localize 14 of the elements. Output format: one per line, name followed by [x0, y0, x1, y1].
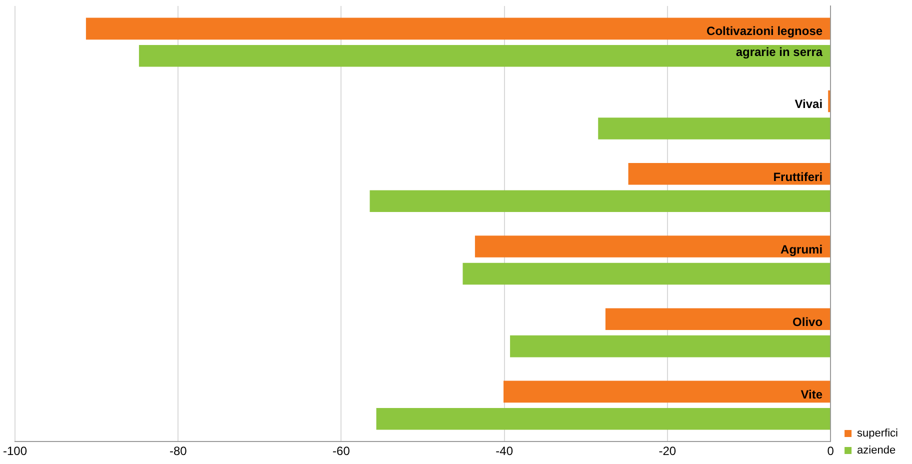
y-tick-label: Fruttiferi: [773, 170, 823, 184]
x-tick-label: -80: [169, 444, 188, 458]
x-tick-label: -20: [658, 444, 676, 458]
y-tick-label: Olivo: [792, 315, 823, 330]
legend-label: superfici: [857, 428, 898, 440]
x-tick-label: 0: [827, 444, 834, 458]
x-tick-label: -40: [496, 444, 514, 458]
legend-label: aziende: [857, 444, 896, 457]
y-tick-label: Agrumi: [780, 242, 823, 256]
y-tick-label: Coltivazioni legnose agrarie in serra: [706, 24, 823, 60]
x-tick-label: -60: [332, 444, 350, 458]
y-tick-label: Vivai: [794, 97, 823, 112]
y-tick-label: Vite: [800, 388, 823, 402]
x-tick-label: -100: [2, 444, 28, 458]
